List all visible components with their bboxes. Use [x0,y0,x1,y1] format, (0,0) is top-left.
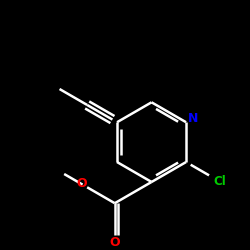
Text: N: N [188,112,198,125]
Text: Cl: Cl [213,175,226,188]
Text: O: O [76,178,87,190]
Text: O: O [110,236,120,249]
